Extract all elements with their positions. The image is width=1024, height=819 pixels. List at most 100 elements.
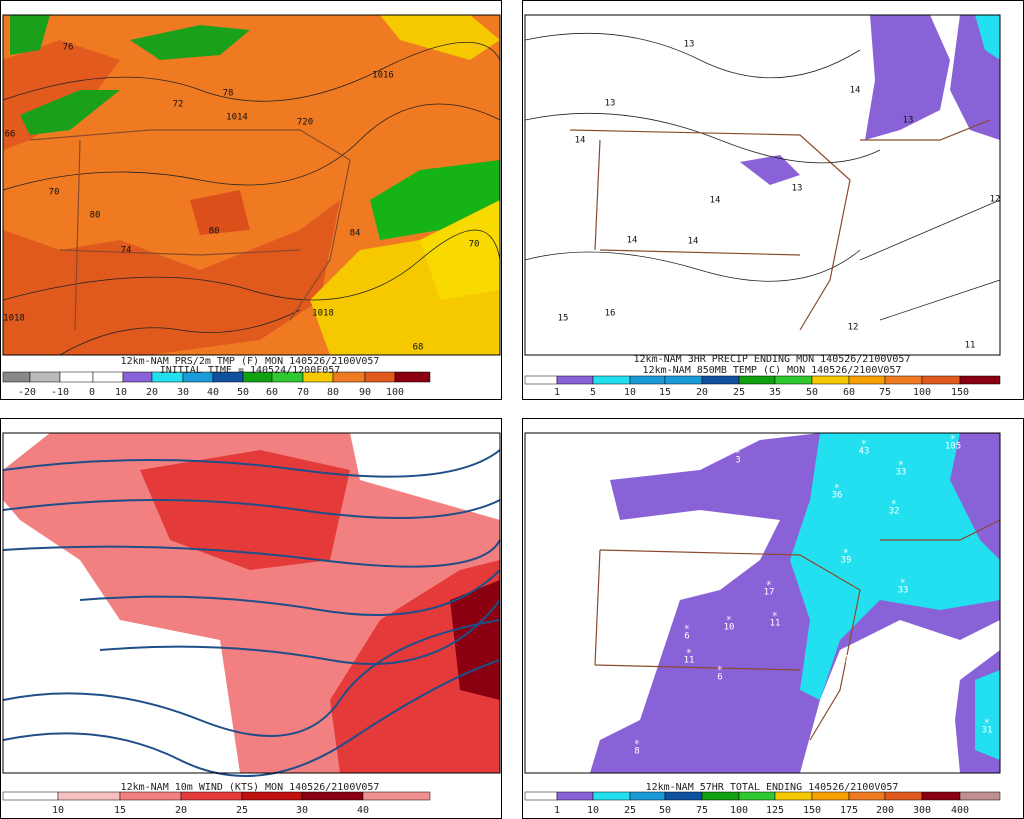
map-label: 70 (49, 188, 60, 198)
colorbar-swatch (241, 791, 303, 801)
colorbar-swatch (556, 791, 594, 801)
total-precip-map (525, 433, 1001, 773)
colorbar-swatch (2, 371, 31, 383)
map-label: 33 (896, 468, 907, 478)
map-label: 14 (575, 136, 586, 146)
colorbar-label: -20 (18, 387, 36, 398)
map-label: 6 (717, 673, 722, 683)
station-marker: ✳ (843, 547, 849, 557)
colorbar-label: 30 (177, 387, 189, 398)
map-label: 16 (605, 309, 616, 319)
station-marker: ✳ (686, 647, 692, 657)
colorbar-label: 40 (207, 387, 219, 398)
map-label: 11 (965, 341, 976, 351)
colorbar-label: 300 (913, 805, 931, 816)
map-label: 17 (764, 588, 775, 598)
precip-map (524, 15, 1001, 355)
colorbar-swatch (592, 791, 631, 801)
map-label: 70 (469, 240, 480, 250)
map-label: 1018 (3, 314, 25, 324)
map-label: 1016 (372, 71, 394, 81)
colorbar-swatch (664, 791, 703, 801)
map-label: 6 (684, 632, 689, 642)
colorbar-swatch (701, 791, 740, 801)
colorbar-swatch (122, 371, 153, 383)
colorbar-swatch (959, 375, 1001, 385)
map-label: 76 (63, 43, 74, 53)
map-label: 13 (903, 116, 914, 126)
colorbar-swatch (301, 791, 364, 801)
station-marker: ✳ (841, 646, 847, 656)
station-marker: ✳ (834, 482, 840, 492)
station-marker: ✳ (950, 433, 956, 443)
colorbar-swatch (556, 375, 594, 385)
colorbar-label: 150 (803, 805, 821, 816)
map-label: 78 (223, 89, 234, 99)
map-label: 74 (121, 246, 132, 256)
colorbar-swatch (848, 791, 886, 801)
colorbar-swatch (738, 375, 776, 385)
station-marker: ✳ (984, 717, 990, 727)
colorbar-swatch (524, 791, 558, 801)
colorbar-label: 10 (624, 387, 636, 398)
colorbar-label: 175 (840, 805, 858, 816)
map-label: 84 (350, 229, 361, 239)
caption: 12km-NAM 57HR TOTAL ENDING 140526/2100V0… (646, 782, 899, 793)
colorbar-label: 0 (89, 387, 95, 398)
map-label: 66 (5, 130, 16, 140)
colorbar-label: 60 (843, 387, 855, 398)
map-label: 80 (209, 227, 220, 237)
colorbar-label: 1 (554, 387, 560, 398)
colorbar-label: 25 (624, 805, 636, 816)
map-label: 11 (770, 619, 781, 629)
station-marker: ✳ (717, 664, 723, 674)
colorbar-label: 100 (730, 805, 748, 816)
colorbar-swatch (921, 375, 961, 385)
map-label: 13 (684, 40, 695, 50)
map-label: 31 (982, 726, 993, 736)
map-label: 12 (848, 323, 859, 333)
colorbar-swatch (629, 791, 666, 801)
colorbar-label: 15 (114, 805, 126, 816)
colorbar-label: 200 (876, 805, 894, 816)
colorbar-swatch (701, 375, 740, 385)
map-label: 68 (413, 343, 424, 353)
station-marker: ✳ (772, 610, 778, 620)
colorbar-label: 125 (766, 805, 784, 816)
colorbar-swatch (811, 791, 850, 801)
colorbar-label: 25 (236, 805, 248, 816)
colorbar-label: 10 (115, 387, 127, 398)
map-label: 12 (990, 195, 1001, 205)
map-label: 39 (841, 556, 852, 566)
station-marker: ✳ (900, 577, 906, 587)
caption: INITIAL TIME = 140524/1200F057 (160, 365, 341, 376)
map-label: 10 (724, 623, 735, 633)
colorbar-label: 70 (297, 387, 309, 398)
colorbar-swatch (774, 375, 813, 385)
map-label: 8 (634, 747, 639, 757)
map-label: 13 (792, 184, 803, 194)
colorbar-label: 20 (696, 387, 708, 398)
colorbar-label: 75 (879, 387, 891, 398)
colorbar-label: 10 (52, 805, 64, 816)
colorbar-swatch (364, 371, 396, 383)
colorbar-label: 75 (696, 805, 708, 816)
colorbar-label: 20 (146, 387, 158, 398)
map-label: 14 (627, 236, 638, 246)
colorbar-label: 400 (951, 805, 969, 816)
station-marker: ✳ (861, 438, 867, 448)
colorbar-label: 5 (590, 387, 596, 398)
colorbar-label: 50 (659, 805, 671, 816)
caption: 12km-NAM 10m WIND (KTS) MON 140526/2100V… (121, 782, 380, 793)
colorbar-label: 20 (175, 805, 187, 816)
colorbar-swatch (629, 375, 666, 385)
colorbar-swatch (959, 791, 1001, 801)
colorbar-label: 80 (327, 387, 339, 398)
map-label: 14 (688, 237, 699, 247)
caption: 12km-NAM 3HR PRECIP ENDING MON 140526/21… (634, 354, 911, 365)
colorbar-label: 15 (659, 387, 671, 398)
panel-frame (0, 0, 502, 400)
map-label: 15 (558, 314, 569, 324)
temperature-map (2, 15, 501, 356)
